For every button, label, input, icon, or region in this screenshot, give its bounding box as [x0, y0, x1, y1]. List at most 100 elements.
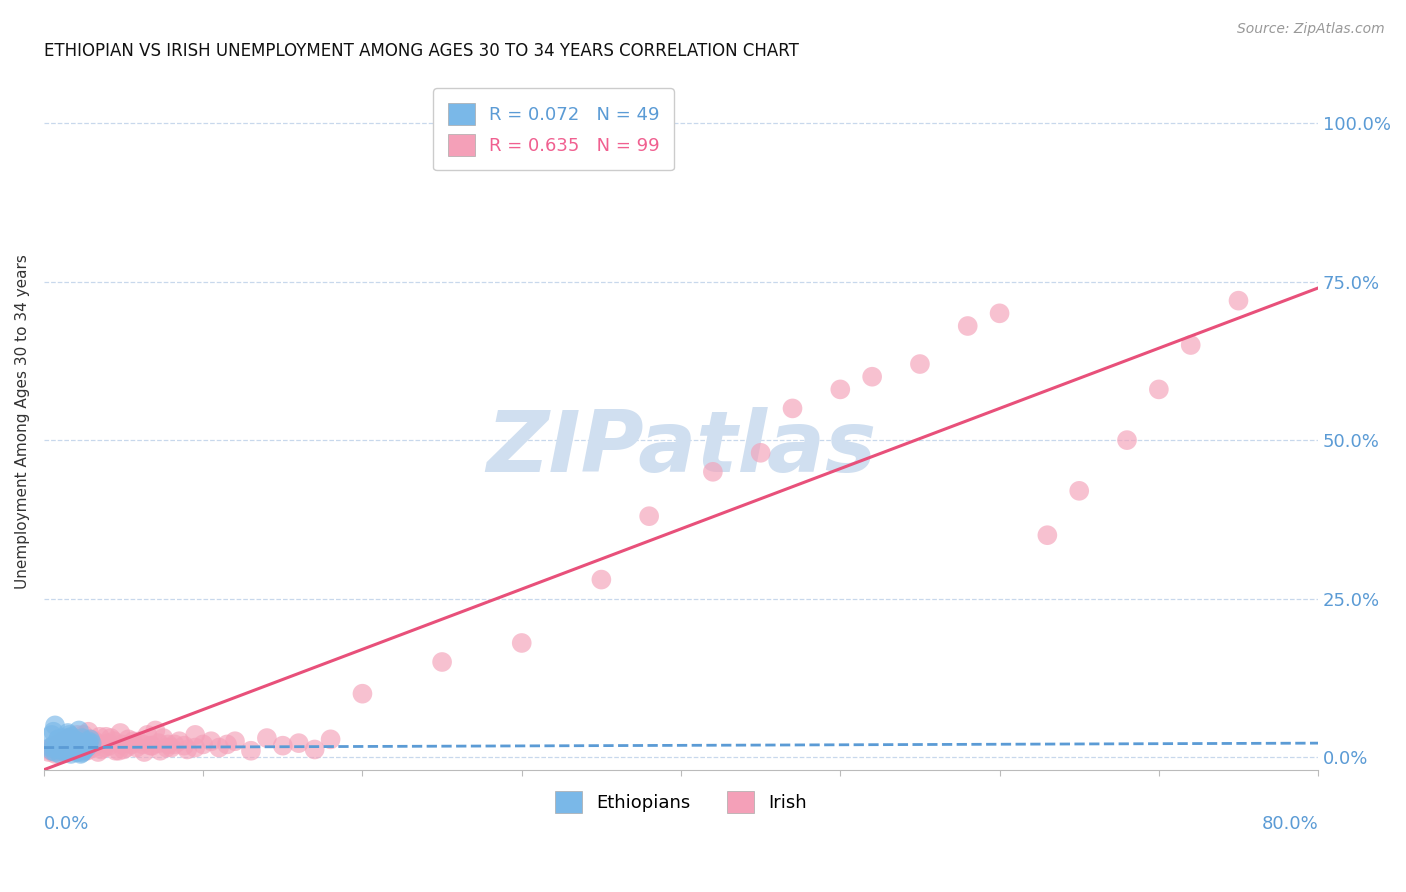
- Point: [62, 734, 84, 748]
- Point: [42, 739, 65, 753]
- Point: [42, 739, 65, 753]
- Point: [65, 736, 87, 750]
- Point: [49, 744, 72, 758]
- Point: [65, 733, 87, 747]
- Point: [58, 731, 80, 745]
- Point: [1227, 293, 1250, 308]
- Point: [121, 738, 143, 752]
- Point: [51, 734, 73, 748]
- Point: [55, 744, 77, 758]
- Point: [73, 744, 96, 758]
- Point: [93, 740, 115, 755]
- Point: [80, 739, 103, 753]
- Text: 0.0%: 0.0%: [44, 815, 89, 833]
- Point: [73, 728, 96, 742]
- Point: [75, 744, 97, 758]
- Point: [104, 744, 127, 758]
- Point: [65, 738, 87, 752]
- Point: [908, 357, 931, 371]
- Point: [134, 745, 156, 759]
- Point: [136, 728, 159, 742]
- Point: [1180, 338, 1202, 352]
- Point: [77, 734, 100, 748]
- Point: [860, 369, 883, 384]
- Point: [169, 734, 191, 748]
- Point: [98, 739, 121, 753]
- Point: [100, 731, 122, 745]
- Point: [49, 736, 72, 750]
- Point: [65, 745, 87, 759]
- Point: [67, 723, 90, 738]
- Point: [87, 745, 110, 759]
- Point: [70, 740, 93, 755]
- Point: [62, 739, 84, 753]
- Point: [1036, 528, 1059, 542]
- Point: [49, 747, 72, 761]
- Point: [39, 740, 62, 755]
- Point: [59, 730, 82, 744]
- Point: [66, 734, 89, 748]
- Point: [70, 746, 93, 760]
- Point: [77, 724, 100, 739]
- Point: [1069, 483, 1091, 498]
- Point: [89, 730, 111, 744]
- Point: [271, 739, 294, 753]
- Point: [45, 742, 67, 756]
- Point: [38, 745, 60, 759]
- Point: [239, 744, 262, 758]
- Point: [208, 740, 231, 755]
- Text: Source: ZipAtlas.com: Source: ZipAtlas.com: [1237, 22, 1385, 37]
- Point: [184, 740, 207, 755]
- Point: [56, 740, 79, 755]
- Point: [830, 383, 852, 397]
- Point: [56, 731, 79, 745]
- Point: [56, 726, 79, 740]
- Point: [63, 734, 86, 748]
- Point: [73, 742, 96, 756]
- Point: [749, 446, 772, 460]
- Point: [591, 573, 613, 587]
- Point: [55, 745, 77, 759]
- Point: [103, 734, 125, 748]
- Point: [112, 742, 135, 756]
- Point: [86, 736, 108, 750]
- Point: [1116, 433, 1139, 447]
- Point: [702, 465, 724, 479]
- Point: [63, 739, 86, 753]
- Point: [128, 734, 150, 748]
- Point: [304, 742, 326, 756]
- Point: [139, 739, 162, 753]
- Point: [44, 718, 66, 732]
- Point: [510, 636, 533, 650]
- Point: [117, 732, 139, 747]
- Point: [152, 731, 174, 745]
- Legend: Ethiopians, Irish: Ethiopians, Irish: [548, 783, 814, 820]
- Point: [82, 740, 104, 755]
- Point: [62, 739, 84, 754]
- Point: [41, 740, 63, 755]
- Point: [70, 731, 93, 745]
- Point: [59, 742, 82, 756]
- Point: [200, 734, 222, 748]
- Point: [184, 728, 207, 742]
- Point: [319, 732, 342, 747]
- Point: [44, 747, 66, 761]
- Point: [42, 724, 65, 739]
- Point: [39, 744, 62, 758]
- Point: [79, 732, 101, 747]
- Point: [141, 739, 163, 753]
- Point: [215, 738, 238, 752]
- Point: [638, 509, 661, 524]
- Point: [90, 742, 112, 756]
- Text: ZIPatlas: ZIPatlas: [486, 408, 876, 491]
- Point: [173, 739, 195, 753]
- Point: [46, 732, 69, 747]
- Point: [63, 740, 86, 755]
- Point: [52, 742, 75, 756]
- Point: [66, 728, 89, 742]
- Point: [157, 738, 180, 752]
- Point: [256, 731, 278, 745]
- Point: [52, 731, 75, 745]
- Point: [76, 740, 98, 755]
- Point: [115, 740, 138, 755]
